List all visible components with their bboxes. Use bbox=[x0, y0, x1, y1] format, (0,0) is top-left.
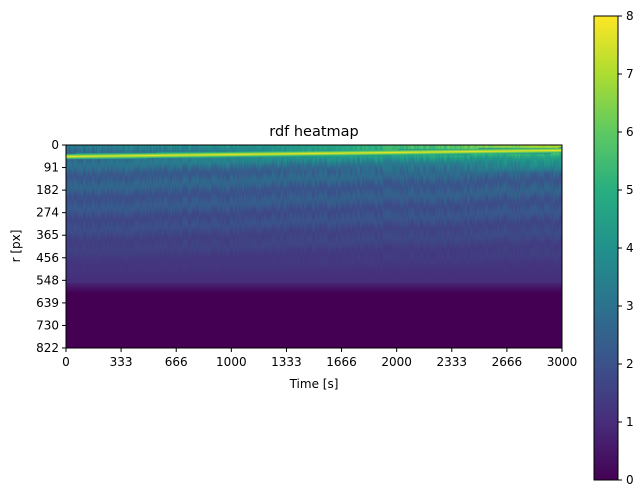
y-tick-label: 91 bbox=[44, 161, 59, 175]
y-tick-label: 548 bbox=[36, 273, 59, 287]
colorbar-tick-label: 3 bbox=[626, 299, 634, 313]
colorbar-tick-label: 0 bbox=[626, 473, 634, 487]
chart-title: rdf heatmap bbox=[269, 124, 359, 140]
y-tick-label: 822 bbox=[36, 341, 59, 355]
x-tick-label: 2000 bbox=[381, 355, 412, 369]
heatmap-plot-area bbox=[65, 144, 563, 349]
colorbar-gradient bbox=[594, 16, 618, 480]
y-tick-label: 182 bbox=[36, 183, 59, 197]
x-tick-label: 2333 bbox=[437, 355, 468, 369]
x-tick-label: 666 bbox=[165, 355, 188, 369]
y-tick-label: 456 bbox=[36, 251, 59, 265]
colorbar-ticks: 0 1 2 3 4 5 6 7 8 bbox=[618, 9, 634, 487]
colorbar-tick-label: 6 bbox=[626, 125, 634, 139]
colorbar-tick-label: 7 bbox=[626, 67, 634, 81]
x-tick-label: 3000 bbox=[547, 355, 578, 369]
x-tick-label: 1666 bbox=[326, 355, 357, 369]
colorbar-tick-label: 1 bbox=[626, 415, 634, 429]
colorbar-tick-label: 4 bbox=[626, 241, 634, 255]
x-tick-label: 1000 bbox=[216, 355, 247, 369]
colorbar-tick-label: 8 bbox=[626, 9, 634, 23]
y-axis-label: r [px] bbox=[9, 230, 23, 263]
y-axis: 0 91 182 274 365 456 548 639 730 822 bbox=[36, 138, 66, 355]
heatmap-image bbox=[66, 145, 562, 348]
y-tick-label: 639 bbox=[36, 296, 59, 310]
colorbar-tick-label: 2 bbox=[626, 357, 634, 371]
colorbar-tick-label: 5 bbox=[626, 183, 634, 197]
colorbar: 0 1 2 3 4 5 6 7 8 bbox=[593, 9, 634, 487]
y-tick-label: 365 bbox=[36, 228, 59, 242]
y-tick-label: 274 bbox=[36, 206, 59, 220]
x-tick-label: 333 bbox=[110, 355, 133, 369]
plot-frame bbox=[65, 144, 563, 349]
x-axis: 0 333 666 1000 1333 1666 2000 2333 2666 3000 bbox=[62, 348, 577, 369]
y-tick-label: 730 bbox=[36, 318, 59, 332]
x-axis-label: Time [s] bbox=[289, 377, 339, 391]
x-tick-label: 1333 bbox=[271, 355, 302, 369]
x-tick-label: 2666 bbox=[492, 355, 523, 369]
x-tick-label: 0 bbox=[62, 355, 70, 369]
y-tick-label: 0 bbox=[51, 138, 59, 152]
